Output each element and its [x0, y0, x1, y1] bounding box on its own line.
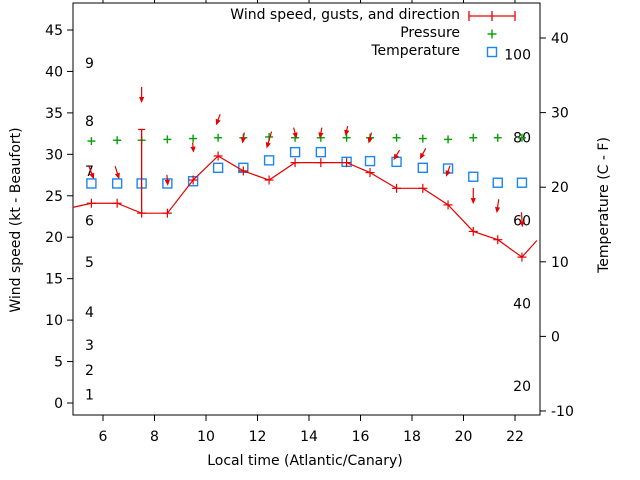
wind-direction-arrow-head	[265, 142, 271, 149]
y-left-tick-label: 20	[45, 230, 63, 246]
legend-item-wind: Wind speed, gusts, and direction	[0, 7, 640, 23]
y-right-tick-label: -10	[551, 404, 574, 420]
beaufort-scale-label: 6	[85, 214, 94, 230]
temperature-point	[391, 156, 402, 168]
wind-direction-arrow-head	[292, 132, 298, 139]
y-left-tick-label: 15	[45, 272, 63, 288]
fahrenheit-scale-label: 100	[504, 48, 531, 64]
legend-label-temperature: Temperature	[371, 43, 460, 59]
temperature-point	[364, 155, 376, 167]
x-tick-label: 10	[197, 429, 215, 445]
wind-direction-arrow-head	[240, 137, 246, 144]
y-left-tick-label: 25	[45, 189, 63, 205]
y-left-tick-label: 35	[45, 106, 63, 122]
wind-direction-arrow-head	[114, 172, 120, 180]
x-tick-label: 20	[455, 429, 473, 445]
temperature-point	[417, 162, 429, 174]
temperature-point	[468, 171, 479, 182]
legend: Wind speed, gusts, and direction Pressur…	[0, 0, 640, 64]
x-axis-title: Local time (Atlantic/Canary)	[207, 453, 403, 469]
y-right-tick-label: 40	[551, 31, 569, 47]
y-left-tick-label: 40	[45, 64, 63, 80]
legend-label-pressure: Pressure	[400, 25, 460, 41]
wind-direction-arrow-head	[519, 221, 525, 228]
beaufort-scale-label: 1	[85, 388, 94, 404]
legend-item-pressure: Pressure	[0, 25, 640, 41]
y-left-tick-label: 45	[45, 23, 63, 39]
x-tick-label: 14	[300, 429, 318, 445]
wind-direction-arrow-head	[344, 129, 350, 137]
wind-direction-arrow-head	[393, 153, 399, 161]
beaufort-scale-label: 8	[85, 114, 94, 130]
y-axis-title-right: Temperature (C - F)	[596, 137, 612, 273]
wind-direction-arrow-head	[139, 96, 145, 103]
y-axis-title-left: Wind speed (kt - Beaufort)	[8, 127, 24, 313]
temperature-point	[212, 162, 224, 174]
wind-direction-arrow-shaft	[267, 131, 273, 145]
x-tick-label: 18	[403, 429, 421, 445]
temperature-point	[289, 146, 301, 158]
y-right-tick-label: 10	[551, 255, 569, 271]
wind-errorbar-sample-icon	[468, 11, 516, 21]
y-right-tick-label: 20	[551, 180, 569, 196]
beaufort-scale-label: 2	[85, 363, 94, 379]
beaufort-scale-label: 5	[85, 255, 94, 271]
legend-item-temperature: Temperature	[0, 43, 640, 59]
wind-direction-arrow-head	[367, 137, 373, 144]
beaufort-scale-label: 7	[85, 164, 94, 180]
y-left-tick-label: 30	[45, 147, 63, 163]
pressure-plus-sample-icon	[487, 29, 497, 39]
beaufort-scale-label: 4	[85, 305, 94, 321]
temperature-point	[492, 177, 503, 188]
wind-direction-arrow-head	[318, 132, 324, 139]
fahrenheit-scale-label: 20	[513, 379, 531, 395]
temperature-point	[263, 155, 275, 166]
wind-direction-arrow-head	[190, 146, 196, 153]
wind-direction-arrow-head	[495, 206, 501, 214]
y-left-tick-label: 5	[54, 355, 63, 371]
temperature-point	[86, 178, 97, 189]
temperature-point	[111, 178, 123, 189]
wind-direction-arrow-head	[470, 198, 476, 205]
temperature-square-sample-icon	[486, 46, 498, 58]
x-tick-label: 6	[99, 429, 108, 445]
x-tick-label: 22	[506, 429, 524, 445]
wind-direction-arrow-head	[164, 179, 170, 186]
y-right-tick-label: 30	[551, 106, 569, 122]
y-right-tick-label: 0	[551, 329, 560, 345]
temperature-point	[315, 146, 327, 158]
wind-direction-arrow-head	[419, 152, 425, 160]
wind-direction-arrow-head	[215, 118, 221, 126]
beaufort-scale-label: 9	[85, 56, 94, 72]
x-tick-label: 8	[150, 429, 159, 445]
legend-label-wind: Wind speed, gusts, and direction	[230, 7, 460, 23]
plot-border	[72, 2, 541, 416]
wind-direction-arrow-head	[89, 172, 95, 180]
legend-sample-shape	[486, 46, 498, 58]
beaufort-scale-label: 3	[85, 338, 94, 354]
wind-direction-arrow-head	[445, 170, 451, 177]
x-tick-label: 12	[249, 429, 267, 445]
y-left-tick-label: 10	[45, 313, 63, 329]
x-tick-label: 16	[352, 429, 370, 445]
y-left-tick-label: 0	[54, 396, 63, 412]
temperature-point	[516, 177, 528, 188]
wind-speed-line	[72, 155, 538, 258]
fahrenheit-scale-label: 40	[513, 296, 531, 312]
